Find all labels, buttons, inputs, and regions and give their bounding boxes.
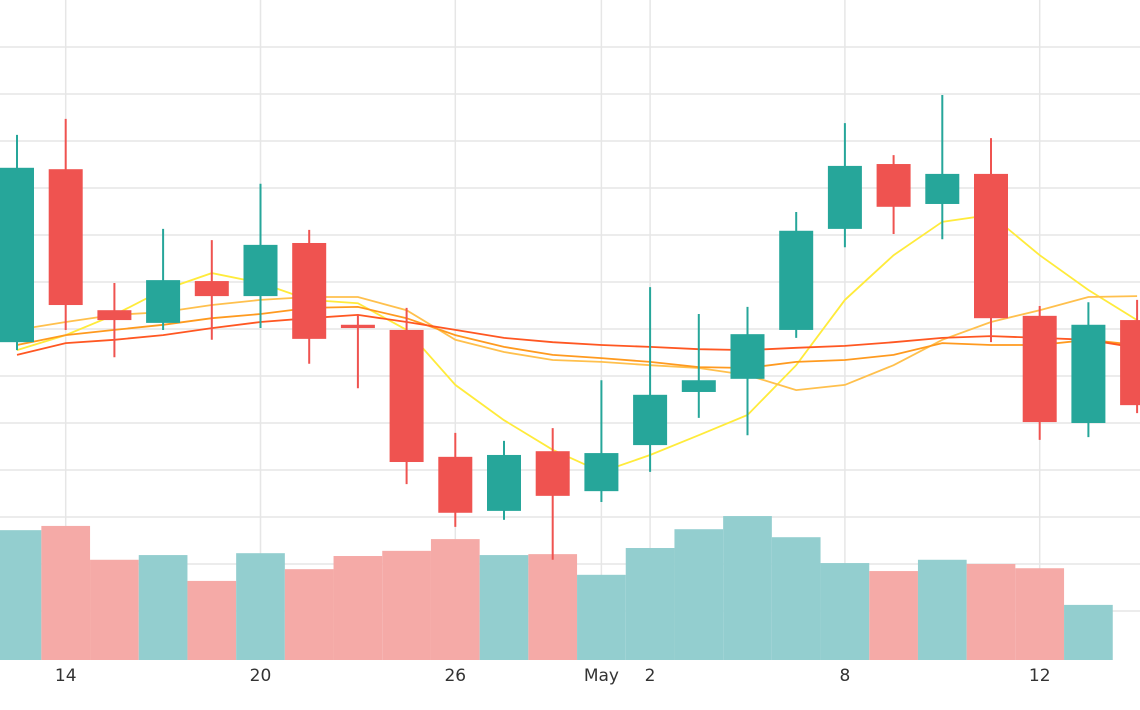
x-tick-label: 8 — [839, 666, 850, 686]
volume-bar — [1015, 568, 1065, 660]
candle-body — [779, 230, 814, 330]
candle-body — [1120, 320, 1140, 406]
volume-bar — [90, 559, 139, 660]
volume-bar — [966, 564, 1016, 660]
candle-body — [438, 456, 473, 513]
x-tick-label: 20 — [250, 666, 272, 686]
volume-bar — [1064, 604, 1113, 660]
candle-body — [584, 453, 619, 492]
x-tick-label: 12 — [1029, 666, 1051, 686]
x-tick-label: 2 — [645, 666, 656, 686]
volume-bar — [674, 529, 724, 660]
candle-body — [194, 281, 229, 297]
candle-body — [48, 169, 83, 306]
moving-average-line — [16, 313, 1138, 356]
volume-bar — [41, 525, 91, 660]
candle-body — [1071, 324, 1106, 423]
candle-body — [487, 454, 521, 511]
candle-body — [827, 165, 862, 229]
volume-bar — [284, 569, 334, 660]
moving-average-line — [16, 305, 1138, 369]
volume-bar — [625, 548, 675, 660]
volume-bar — [187, 580, 237, 660]
candle-body — [146, 280, 181, 323]
candle-body — [535, 451, 570, 496]
x-tick-label: 26 — [444, 666, 466, 686]
candle-body — [925, 173, 960, 204]
candle-body — [0, 167, 34, 343]
volume-bar — [236, 553, 285, 660]
candle-body — [730, 334, 765, 379]
volume-bar — [723, 516, 772, 660]
volume-bar — [479, 555, 529, 660]
volume-bar — [528, 554, 578, 660]
x-tick-label: May — [584, 666, 619, 686]
candle-body — [633, 394, 668, 446]
candle-body — [681, 380, 716, 392]
candle-body — [974, 173, 1008, 319]
candle-body — [243, 244, 278, 297]
volume-bar — [917, 559, 967, 660]
candle-body — [340, 324, 375, 329]
volume-bar — [138, 555, 188, 660]
volume-bar — [382, 550, 431, 660]
moving-average-line — [16, 213, 1138, 473]
volume-bar — [0, 530, 42, 660]
volume-bar — [333, 556, 383, 660]
volume-bar — [430, 539, 480, 660]
candle-body — [876, 164, 911, 207]
candle-body — [292, 242, 327, 339]
x-tick-label: 14 — [55, 666, 77, 686]
candle-body — [389, 329, 424, 463]
volume-bar — [577, 574, 626, 660]
volume-bar — [869, 571, 918, 660]
volume-bar — [820, 563, 870, 660]
volume-bar — [771, 537, 821, 660]
candle-body — [1022, 315, 1057, 423]
candle-body — [97, 310, 132, 321]
